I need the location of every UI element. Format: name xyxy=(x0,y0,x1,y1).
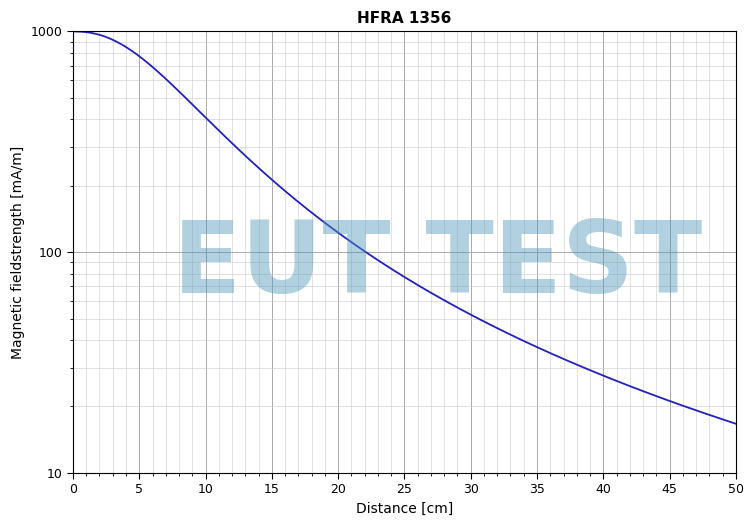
Title: HFRA 1356: HFRA 1356 xyxy=(357,11,451,26)
Text: EUT TEST: EUT TEST xyxy=(173,217,702,314)
X-axis label: Distance [cm]: Distance [cm] xyxy=(356,502,453,516)
Y-axis label: Magnetic fieldstrength [mA/m]: Magnetic fieldstrength [mA/m] xyxy=(11,145,25,359)
